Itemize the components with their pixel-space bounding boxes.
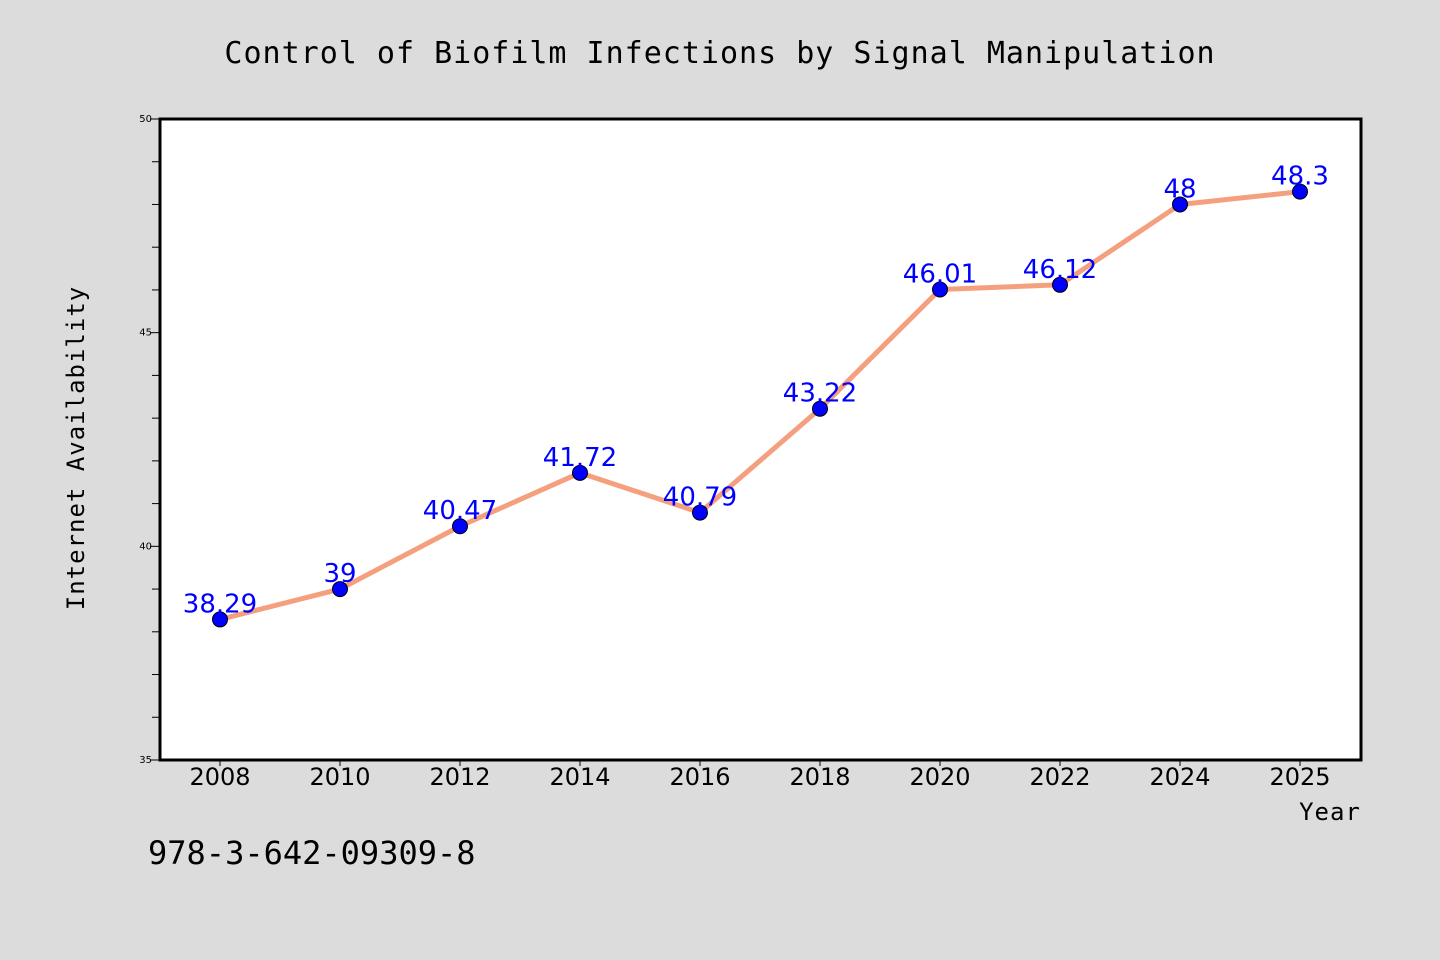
y-tick-label: 50 [139,114,152,125]
data-label: 40.47 [423,496,497,526]
x-tick-label: 2025 [1269,763,1330,791]
data-label: 38.29 [183,589,257,619]
x-tick-label: 2010 [309,763,370,791]
x-tick-label: 2014 [549,763,610,791]
data-point [572,464,588,481]
data-point [932,281,948,298]
y-axis-label: Internet Availability [62,286,90,610]
x-tick-label: 2016 [669,763,730,791]
series-group: 38.29 39 40.47 41.72 40.79 43.22 46.01 46.12 48 4… [183,162,1329,628]
x-tick-label: 2024 [1149,763,1210,791]
data-point [212,611,228,628]
x-tick-label: 2008 [189,763,250,791]
data-label: 41.72 [543,443,617,473]
data-point [1172,196,1188,213]
data-label: 48 [1163,174,1196,204]
data-label: 46.12 [1023,255,1097,285]
x-tick-label: 2020 [909,763,970,791]
data-label: 48.3 [1271,162,1329,192]
x-axis: 2008 2010 2012 2014 2016 2018 2020 2022 2024 2025 [189,760,1331,791]
x-tick-label: 2012 [429,763,490,791]
x-tick-label: 2018 [789,763,850,791]
plot-area [158,117,1363,762]
footer-isbn: 978-3-642-09309-8 [148,834,476,872]
data-label: 43.22 [783,379,857,409]
chart-title: Control of Biofilm Infections by Signal … [224,36,1215,71]
data-point [812,400,828,417]
data-label: 46.01 [903,260,977,290]
data-point [452,518,468,535]
data-label: 39 [323,559,356,589]
data-point [1292,183,1308,200]
data-point [692,504,708,521]
series-line [217,189,1303,622]
y-tick-label: 45 [139,328,152,339]
y-axis: 35 40 45 50 [139,114,160,766]
x-tick-label: 2022 [1029,763,1090,791]
data-point [1052,276,1068,293]
data-point [332,581,348,598]
y-tick-label: 40 [139,541,152,552]
data-label: 40.79 [663,483,737,513]
y-tick-label: 35 [139,755,152,766]
x-axis-label: Year [1299,798,1361,826]
